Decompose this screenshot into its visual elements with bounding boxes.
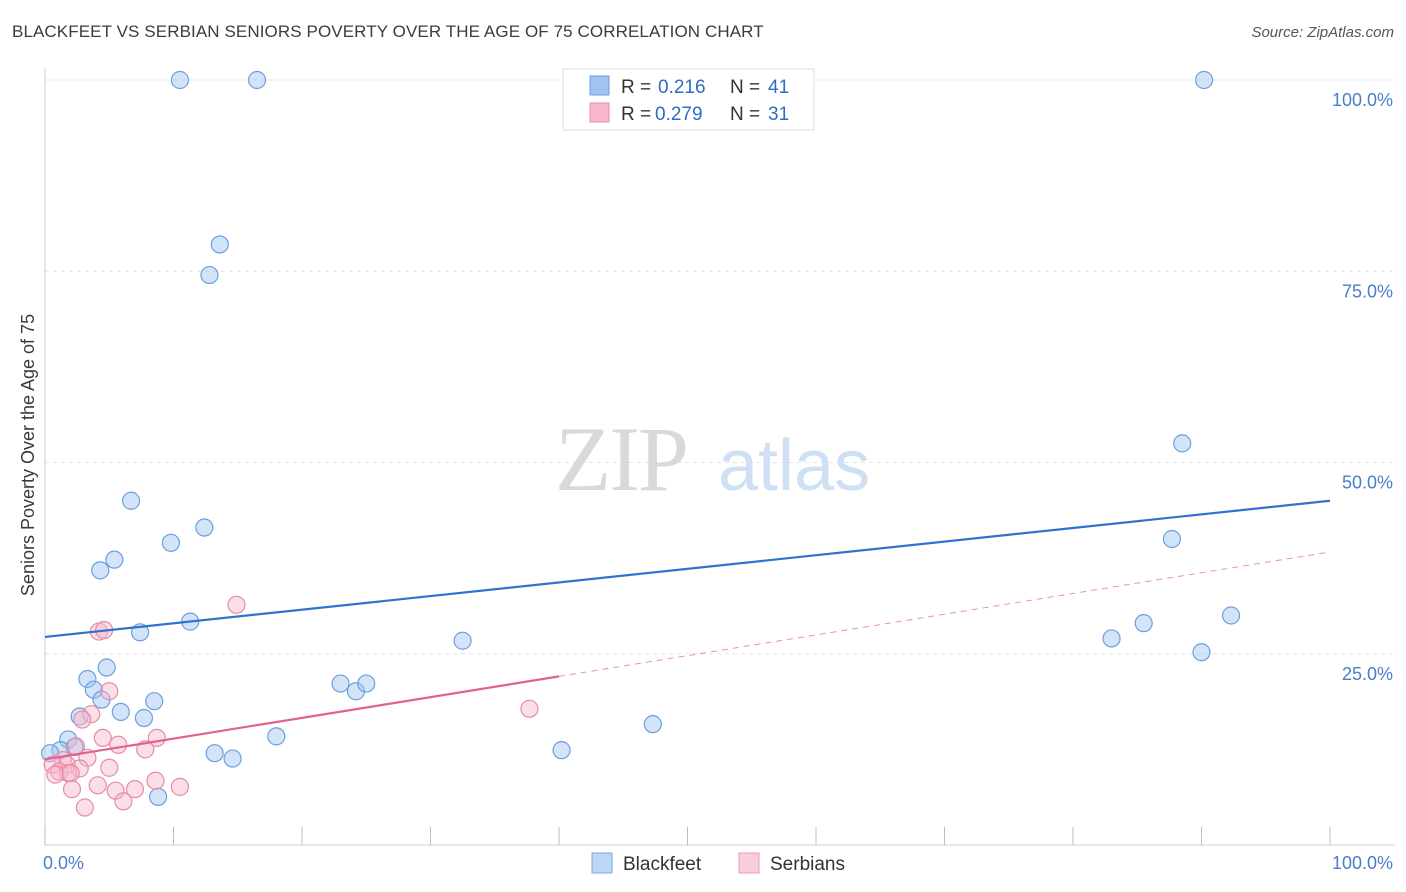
legend-n-value-1: 41	[768, 77, 789, 98]
data-point-blackfeet	[170, 70, 190, 90]
data-point-blackfeet	[1173, 434, 1192, 453]
data-point-serbians	[146, 771, 165, 790]
y-tick-label: 50.0%	[1342, 473, 1393, 493]
data-point-serbians	[100, 682, 119, 701]
data-point-serbians	[520, 699, 539, 718]
data-point-blackfeet	[1221, 606, 1241, 625]
bottom-legend-label-serbians: Serbians	[770, 854, 845, 875]
data-point-blackfeet	[200, 265, 219, 285]
axes	[44, 68, 1395, 846]
trend-line-serbians	[44, 675, 560, 761]
legend-n-label-1: N =	[730, 77, 760, 98]
x-tick-label: 0.0%	[43, 853, 84, 873]
data-point-blackfeet	[205, 744, 224, 763]
data-point-blackfeet	[161, 533, 181, 552]
data-point-blackfeet	[453, 631, 472, 650]
data-point-blackfeet	[357, 674, 376, 693]
data-point-blackfeet	[195, 518, 214, 537]
legend-swatch-serbians	[589, 102, 610, 123]
data-point-serbians	[100, 758, 119, 777]
data-point-blackfeet	[70, 707, 89, 726]
data-point-blackfeet	[1102, 629, 1121, 648]
data-point-blackfeet	[210, 235, 229, 254]
bottom-legend-label-blackfeet: Blackfeet	[623, 854, 702, 875]
y-tick-label: 75.0%	[1342, 281, 1393, 301]
data-point-blackfeet	[1194, 70, 1214, 90]
data-point-blackfeet	[267, 727, 286, 746]
y-axis-label: Seniors Poverty Over the Age of 75	[18, 314, 38, 596]
data-point-serbians	[93, 728, 112, 748]
data-point-blackfeet	[552, 741, 571, 760]
data-point-blackfeet	[84, 680, 103, 699]
data-point-blackfeet	[97, 658, 116, 677]
trend-line-blackfeet	[44, 499, 1331, 639]
legend-r-value-2: 0.279	[655, 104, 703, 125]
data-point-blackfeet	[134, 708, 154, 728]
data-point-serbians	[82, 705, 101, 724]
tick-labels: 25.0% 50.0% 75.0% 100.0% 0.0% 100.0%	[43, 90, 1393, 873]
data-point-serbians	[62, 780, 82, 799]
data-point-blackfeet	[346, 682, 366, 701]
bottom-legend: Blackfeet Serbians	[591, 852, 845, 875]
y-tick-label: 100.0%	[1332, 90, 1393, 110]
legend-r-label-1: R =	[621, 77, 651, 98]
data-point-blackfeet	[223, 749, 242, 768]
data-point-serbians	[88, 776, 107, 795]
data-point-serbians	[170, 777, 190, 796]
data-point-serbians	[136, 740, 155, 759]
watermark-atlas: atlas	[718, 426, 870, 506]
grid-lines	[45, 79, 1395, 655]
watermark: ZIP atlas	[555, 408, 870, 510]
legend-r-label-2: R =	[621, 104, 651, 125]
data-point-blackfeet	[145, 692, 164, 711]
data-point-blackfeet	[1192, 643, 1211, 662]
data-point-blackfeet	[1134, 614, 1153, 633]
legend-n-label-2: N =	[730, 104, 760, 125]
data-point-serbians	[109, 735, 128, 754]
bottom-legend-swatch-blackfeet	[591, 852, 613, 874]
trend-line-serbians-dashed	[558, 551, 1331, 677]
data-point-blackfeet	[643, 715, 662, 734]
data-point-blackfeet	[331, 674, 350, 693]
legend-n-value-2: 31	[768, 104, 789, 125]
legend-r-value-1: 0.216	[658, 77, 706, 98]
data-point-blackfeet	[121, 491, 141, 510]
data-point-serbians	[75, 798, 94, 817]
bottom-legend-swatch-serbians	[738, 852, 760, 874]
data-point-blackfeet	[105, 550, 124, 569]
chart-title: BLACKFEET VS SERBIAN SENIORS POVERTY OVE…	[12, 22, 764, 41]
data-point-blackfeet	[111, 702, 130, 721]
legend-swatch-blackfeet	[589, 75, 610, 96]
data-point-blackfeet	[1162, 529, 1182, 549]
x-tick-label: 100.0%	[1332, 853, 1393, 873]
data-point-serbians	[73, 710, 92, 729]
y-tick-label: 25.0%	[1342, 664, 1393, 684]
watermark-zip: ZIP	[555, 408, 687, 510]
data-point-blackfeet	[148, 787, 168, 806]
data-points	[41, 70, 1241, 817]
legend: R = 0.216 N = 41 R = 0.279 N = 31	[562, 68, 815, 131]
trend-lines	[44, 499, 1331, 761]
data-point-serbians	[227, 595, 246, 614]
data-point-blackfeet	[91, 561, 110, 580]
data-point-serbians	[114, 792, 133, 811]
source-label: Source: ZipAtlas.com	[1251, 24, 1394, 41]
data-point-blackfeet	[78, 669, 97, 689]
data-point-serbians	[125, 780, 145, 799]
data-point-serbians	[70, 759, 89, 778]
data-point-serbians	[61, 763, 80, 783]
data-point-blackfeet	[247, 70, 267, 90]
data-point-serbians	[46, 765, 65, 784]
